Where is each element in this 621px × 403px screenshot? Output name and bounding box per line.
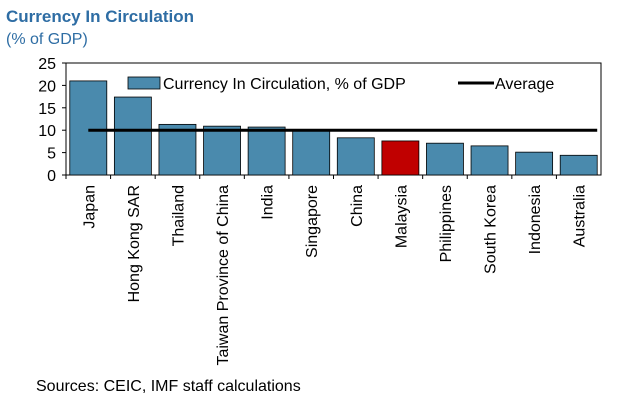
bar-indonesia — [515, 151, 554, 176]
bar-singapore — [292, 129, 331, 176]
bar-hong-kong-sar — [113, 96, 152, 176]
bar-thailand — [158, 123, 197, 176]
source-note: Sources: CEIC, IMF staff calculations — [36, 378, 301, 395]
chart-title: Currency In Circulation — [6, 7, 194, 26]
y-tick-label: 10 — [38, 123, 56, 140]
bar-japan — [69, 80, 108, 176]
y-tick-label: 15 — [38, 101, 56, 118]
legend-label-average: Average — [495, 76, 554, 93]
x-tick-label: Malaysia — [393, 185, 410, 248]
x-tick-label: Taiwan Province of China — [215, 185, 232, 366]
bar-philippines — [426, 142, 464, 176]
x-tick-label: Hong Kong SAR — [126, 185, 143, 302]
x-tick-label: China — [349, 185, 366, 227]
bar-india — [247, 126, 286, 176]
bar-south-korea — [470, 145, 509, 176]
x-tick-label: India — [260, 185, 277, 220]
x-tick-label: South Korea — [483, 185, 500, 274]
y-tick-label: 25 — [38, 56, 56, 73]
y-tick-label: 0 — [47, 168, 56, 185]
bar-malaysia — [381, 140, 420, 176]
bar-china — [336, 137, 375, 176]
legend-swatch-bar — [127, 76, 161, 90]
bar-taiwan-province-of-china — [203, 125, 241, 176]
y-tick-label: 20 — [38, 78, 56, 95]
x-tick-label: Indonesia — [527, 185, 544, 254]
y-tick-label: 5 — [47, 146, 56, 163]
x-tick-label: Thailand — [170, 185, 187, 246]
chart-subtitle: (% of GDP) — [6, 31, 88, 48]
x-tick-label: Singapore — [304, 185, 321, 258]
x-tick-label: Japan — [81, 185, 98, 229]
x-tick-label: Australia — [572, 185, 589, 247]
legend-label-bar: Currency In Circulation, % of GDP — [163, 76, 406, 93]
x-tick-label: Philippines — [438, 185, 455, 262]
bar-australia — [559, 154, 598, 176]
